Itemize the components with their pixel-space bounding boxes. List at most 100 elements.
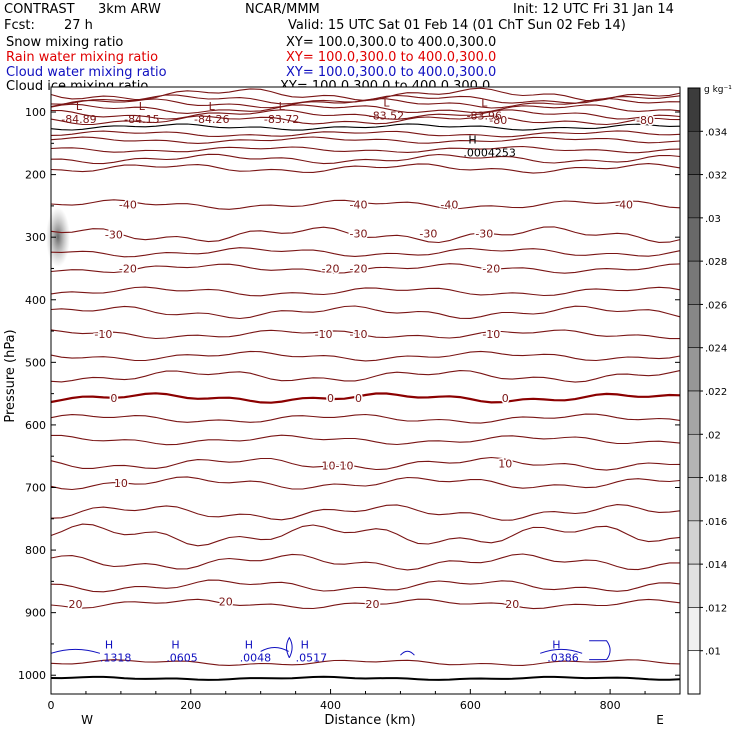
temperature-contour-label: -40 xyxy=(615,199,633,212)
low-marker: L xyxy=(209,100,216,113)
temperature-contour-line xyxy=(50,523,681,547)
temperature-contour-label: 10-10 xyxy=(322,460,354,473)
temperature-contour-label: 0 xyxy=(110,392,117,405)
temperature-contour-line xyxy=(50,145,681,154)
y-tick-label: 600 xyxy=(25,419,46,432)
cloud-water-contour xyxy=(400,650,415,656)
temperature-contour-line xyxy=(51,434,681,446)
y-axis-label: Pressure (hPa) xyxy=(3,329,18,422)
temperature-contour-line xyxy=(50,226,681,244)
temperature-contour-line xyxy=(50,136,681,144)
temperature-contour-label: -30 xyxy=(350,227,368,240)
temperature-contour-line xyxy=(50,456,681,471)
temperature-contour-label: -10 xyxy=(482,328,500,341)
colorbar-tick-label: .034 xyxy=(705,127,727,138)
cloud-water-contour xyxy=(589,640,611,661)
colorbar-cell xyxy=(687,607,701,652)
temperature-contour-label: -40 xyxy=(350,199,368,212)
temperature-contour-label: -80 xyxy=(489,114,507,127)
temperature-contour-label: -10 xyxy=(94,328,112,341)
temperature-contour-line xyxy=(50,476,681,491)
temperature-contour-label: -10 xyxy=(350,328,368,341)
low-value: -83.96 xyxy=(467,110,502,123)
colorbar-cell xyxy=(687,390,701,435)
y-tick-label: 500 xyxy=(25,356,46,369)
temperature-contour-label: -20 xyxy=(350,262,368,275)
field-xy-rain: XY= 100.0,300.0 to 400.0,300.0 xyxy=(286,50,497,65)
init-time: Init: 12 UTC Fri 31 Jan 14 xyxy=(513,2,674,17)
high-marker: H xyxy=(245,638,253,651)
colorbar-cell xyxy=(687,477,701,522)
temperature-contour-line xyxy=(50,413,681,424)
temperature-contour-line xyxy=(50,579,681,593)
temperature-contour-line xyxy=(50,329,680,340)
org-title: NCAR/MMM xyxy=(245,2,320,17)
temperature-contour-line xyxy=(50,109,681,120)
colorbar-cell xyxy=(687,130,701,175)
x-tick-label: 800 xyxy=(600,699,621,712)
high-value: .0517 xyxy=(296,651,328,664)
temperature-contour-label: 20 xyxy=(219,595,233,608)
cloud-water-contour xyxy=(540,648,583,654)
temperature-contour-label: 0 xyxy=(502,392,509,405)
low-value: -83.52 xyxy=(369,110,404,123)
temperature-contour-line xyxy=(50,130,681,138)
temperature-contour-label: 10 xyxy=(114,477,128,490)
temperature-contour-line xyxy=(50,115,681,126)
temperature-contour-line xyxy=(50,598,681,610)
colorbar-tick-label: .018 xyxy=(705,474,727,485)
cloud-water-contour xyxy=(286,636,293,658)
low-marker: L xyxy=(279,100,286,113)
field-label-rain: Rain water mixing ratio xyxy=(6,50,159,65)
field-xy-snow: XY= 100.0,300.0 to 400.0,300.0 xyxy=(286,35,497,50)
colorbar-tick-label: .01 xyxy=(705,647,721,658)
high-marker: H xyxy=(171,638,179,651)
y-tick-label: 100 xyxy=(25,106,46,119)
y-tick-label: 200 xyxy=(25,169,46,182)
low-value: -83.72 xyxy=(264,113,299,126)
low-value: -84.89 xyxy=(61,113,96,126)
low-value: -84.26 xyxy=(194,113,229,126)
colorbar-tick-label: .014 xyxy=(705,560,727,571)
x-tick-label: 600 xyxy=(460,699,481,712)
high-value: .0004253 xyxy=(463,146,516,159)
temperature-contour-line xyxy=(50,305,681,320)
project-title: CONTRAST xyxy=(4,2,75,17)
colorbar-cell xyxy=(687,217,701,262)
model-title: 3km ARW xyxy=(98,2,161,17)
temperature-contour-label: -20 xyxy=(322,262,340,275)
cloud-water-contour xyxy=(50,648,101,654)
colorbar-unit: g kg⁻¹ xyxy=(704,85,732,95)
low-marker: L xyxy=(76,100,83,113)
temperature-contour-label: -80 xyxy=(636,114,654,127)
temperature-contour-line xyxy=(50,659,681,666)
temperature-contour-label: -30 xyxy=(419,227,437,240)
high-marker: H xyxy=(552,638,560,651)
temperature-contour-label: 20 xyxy=(68,598,82,611)
temperature-contour-label: 0 xyxy=(327,392,334,405)
y-tick-label: 1000 xyxy=(18,669,46,682)
temperature-contour-line xyxy=(50,553,680,571)
temperature-contour-label: -30 xyxy=(475,227,493,240)
colorbar-cell xyxy=(687,433,701,478)
temperature-contour-line xyxy=(50,247,681,258)
x-tick-label: 200 xyxy=(180,699,201,712)
temperature-contour-line xyxy=(50,123,681,131)
colorbar-tick-label: .03 xyxy=(705,214,721,225)
colorbar-cell xyxy=(687,520,701,565)
y-tick-label: 300 xyxy=(25,231,46,244)
x-tick-label: 400 xyxy=(320,699,341,712)
temperature-contour-label: 10 xyxy=(498,458,512,471)
x-tick-label: 0 xyxy=(48,699,55,712)
temperature-contour-line xyxy=(50,370,681,383)
temperature-contour-line xyxy=(50,392,681,404)
temperature-contour-label: -20 xyxy=(482,262,500,275)
high-marker: H xyxy=(105,638,113,651)
low-marker: L xyxy=(139,100,146,113)
y-tick-label: 400 xyxy=(25,294,46,307)
temperature-contour-label: 20 xyxy=(365,598,379,611)
temperature-contour-line xyxy=(50,504,681,521)
colorbar-tick-label: .012 xyxy=(705,603,727,614)
colorbar-tick-label: .032 xyxy=(705,171,727,182)
